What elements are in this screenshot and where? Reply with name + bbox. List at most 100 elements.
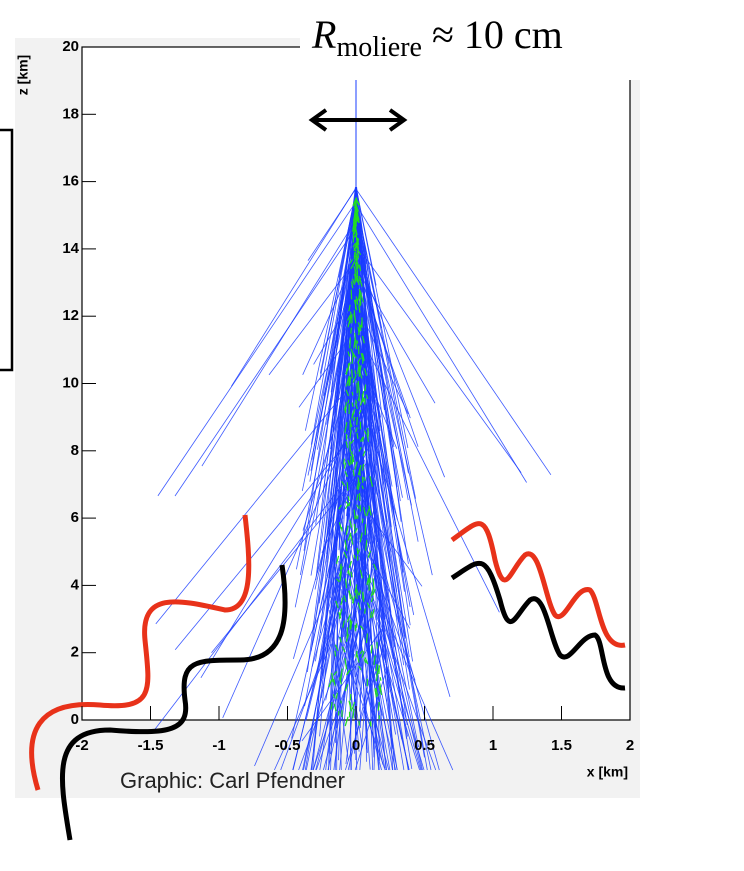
x-tick-label: 1 bbox=[489, 737, 497, 754]
track bbox=[354, 402, 358, 410]
track bbox=[353, 509, 356, 520]
track bbox=[332, 694, 336, 698]
track bbox=[345, 441, 349, 448]
track bbox=[200, 405, 368, 679]
track bbox=[330, 338, 349, 450]
track bbox=[333, 671, 338, 676]
track bbox=[336, 578, 340, 583]
track bbox=[370, 644, 373, 654]
track bbox=[365, 571, 454, 771]
track bbox=[362, 450, 366, 457]
track bbox=[353, 313, 357, 324]
track bbox=[348, 560, 353, 568]
track bbox=[318, 302, 353, 604]
track bbox=[355, 188, 552, 476]
track bbox=[353, 523, 356, 530]
track bbox=[305, 601, 337, 721]
track bbox=[356, 261, 360, 269]
track bbox=[344, 504, 349, 510]
annotation-symbol: R bbox=[311, 12, 336, 57]
track bbox=[363, 565, 425, 771]
track bbox=[340, 201, 356, 429]
track bbox=[339, 677, 342, 685]
track bbox=[347, 654, 376, 771]
track bbox=[352, 469, 355, 477]
track bbox=[345, 634, 349, 642]
track bbox=[347, 459, 351, 466]
track bbox=[371, 568, 422, 771]
x-tick-label: -1.5 bbox=[138, 737, 164, 754]
track bbox=[367, 366, 411, 607]
track bbox=[367, 577, 372, 582]
track bbox=[343, 462, 347, 469]
track bbox=[355, 650, 358, 658]
track bbox=[358, 248, 522, 473]
track bbox=[364, 422, 395, 647]
track bbox=[359, 532, 363, 543]
x-tick-label: 0.5 bbox=[414, 737, 435, 754]
track bbox=[357, 395, 361, 728]
track bbox=[338, 504, 342, 510]
x-tick-label: 1.5 bbox=[551, 737, 572, 754]
track bbox=[374, 554, 408, 737]
track bbox=[347, 323, 397, 677]
track bbox=[354, 215, 377, 495]
track bbox=[346, 315, 351, 321]
track bbox=[346, 523, 351, 593]
track bbox=[349, 619, 352, 630]
y-axis-label: z [km] bbox=[15, 55, 31, 95]
track bbox=[373, 655, 376, 665]
track bbox=[349, 701, 352, 711]
track bbox=[380, 564, 419, 748]
track bbox=[361, 485, 364, 490]
track bbox=[305, 508, 360, 771]
track bbox=[350, 263, 355, 270]
track bbox=[356, 494, 359, 501]
wave-red-left bbox=[29, 514, 252, 791]
track bbox=[360, 293, 365, 303]
track bbox=[341, 646, 346, 653]
track bbox=[345, 525, 349, 536]
track bbox=[334, 644, 339, 651]
track bbox=[354, 262, 359, 273]
track bbox=[344, 540, 348, 552]
track bbox=[379, 636, 410, 771]
track bbox=[344, 578, 348, 589]
track bbox=[363, 368, 368, 376]
y-tick-label: 20 bbox=[62, 38, 79, 55]
track bbox=[349, 311, 353, 320]
track bbox=[353, 554, 356, 559]
track bbox=[352, 220, 356, 232]
track bbox=[370, 597, 374, 603]
track bbox=[355, 427, 358, 433]
track bbox=[373, 462, 410, 690]
track bbox=[365, 394, 369, 400]
track bbox=[344, 716, 349, 727]
track bbox=[355, 212, 359, 222]
track bbox=[356, 515, 359, 520]
track bbox=[321, 566, 344, 698]
track bbox=[327, 554, 376, 771]
track bbox=[333, 678, 336, 686]
track bbox=[360, 353, 364, 360]
credit: Graphic: Carl Pfendner bbox=[120, 768, 345, 793]
track bbox=[379, 677, 382, 681]
track bbox=[344, 421, 348, 433]
x-tick-label: 0 bbox=[352, 737, 360, 754]
track bbox=[339, 571, 342, 582]
track bbox=[341, 480, 346, 487]
track bbox=[352, 374, 357, 383]
track bbox=[349, 259, 353, 264]
track bbox=[354, 220, 357, 230]
track bbox=[346, 482, 349, 491]
track bbox=[372, 578, 375, 590]
track bbox=[359, 436, 364, 442]
track bbox=[352, 198, 357, 206]
track bbox=[346, 492, 367, 647]
track bbox=[302, 259, 356, 375]
x-tick-label: -2 bbox=[75, 737, 88, 754]
y-tick-label: 8 bbox=[71, 442, 79, 459]
track bbox=[374, 688, 377, 698]
track bbox=[344, 658, 348, 670]
